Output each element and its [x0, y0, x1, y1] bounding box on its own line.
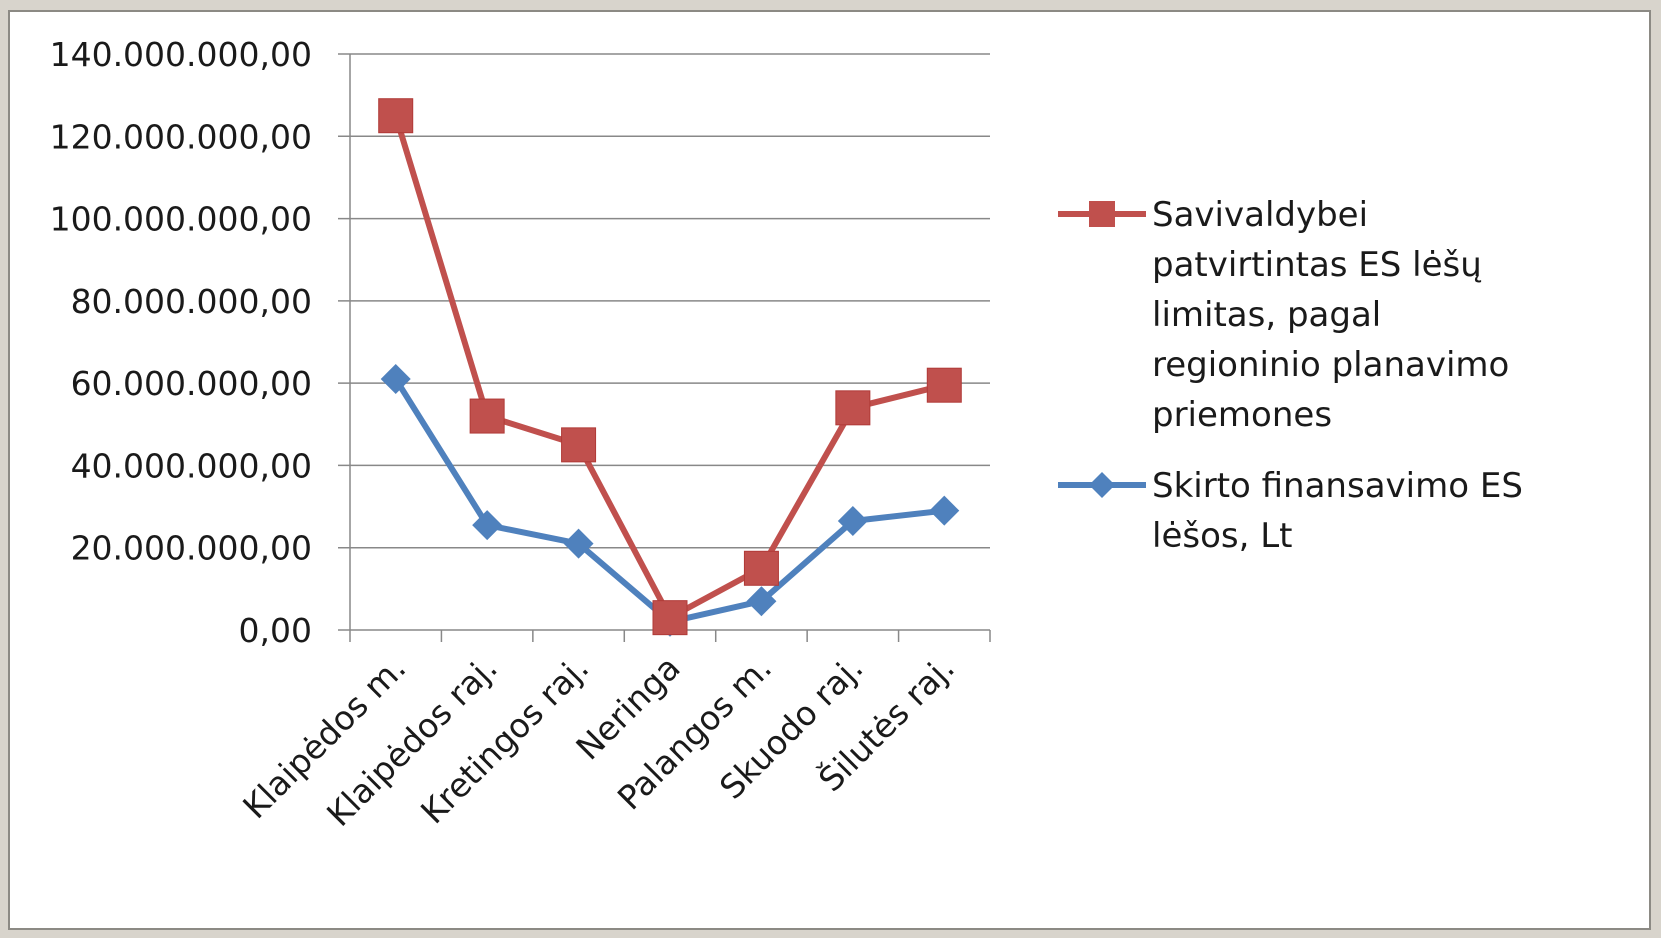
- y-axis-tick-labels: 0,00 20.000.000,00 40.000.000,00 60.000.000…: [50, 35, 312, 650]
- data-point-diamond: [380, 364, 411, 395]
- data-point-diamond: [472, 510, 503, 541]
- legend-label-series-0: regioninio planavimo: [1152, 345, 1509, 385]
- series-line: [392, 114, 946, 621]
- legend-marker-series-1: [1089, 472, 1115, 498]
- data-point-square: [378, 98, 414, 134]
- data-point-diamond: [837, 505, 868, 536]
- legend-label-series-0: limitas, pagal: [1152, 295, 1381, 335]
- legend-label-series-0: patvirtintas ES lėšų: [1152, 245, 1482, 285]
- axes: [349, 54, 991, 642]
- x-axis-tick-labels: Klaipėdos m.Klaipėdos raj.Kretingos raj.…: [235, 647, 962, 833]
- y-tick-label: 20.000.000,00: [71, 529, 312, 568]
- y-tick-label: 140.000.000,00: [50, 35, 312, 74]
- legend-label-series-1: Skirto finansavimo ES: [1152, 466, 1523, 506]
- y-tick-label: 40.000.000,00: [71, 446, 312, 485]
- legend: Savivaldybei patvirtintas ES lėšų limitas,…: [1058, 195, 1523, 556]
- legend-label-series-1: lėšos, Lt: [1152, 516, 1292, 556]
- series-lines: [378, 98, 962, 637]
- data-point-square: [561, 427, 597, 463]
- data-point-square: [652, 600, 688, 636]
- legend-label-series-0: priemones: [1152, 395, 1332, 435]
- data-point-square: [926, 367, 962, 403]
- data-point-square: [835, 390, 871, 426]
- data-point-diamond: [563, 528, 594, 559]
- y-tick-label: 60.000.000,00: [71, 364, 312, 403]
- y-tick-label: 80.000.000,00: [71, 282, 312, 321]
- data-point-square: [469, 398, 505, 434]
- data-point-diamond: [746, 586, 777, 617]
- chart-area: [8, 10, 1651, 930]
- y-tick-label: 0,00: [239, 611, 312, 650]
- x-tick-label: Klaipėdos m.: [235, 648, 413, 826]
- data-point-diamond: [929, 495, 960, 526]
- y-tick-label: 100.000.000,00: [50, 200, 312, 239]
- legend-marker-series-0: [1089, 201, 1115, 227]
- y-tick-label: 120.000.000,00: [50, 117, 312, 156]
- data-point-square: [743, 550, 779, 586]
- gridlines: [338, 53, 990, 631]
- legend-label-series-0: Savivaldybei: [1152, 195, 1368, 235]
